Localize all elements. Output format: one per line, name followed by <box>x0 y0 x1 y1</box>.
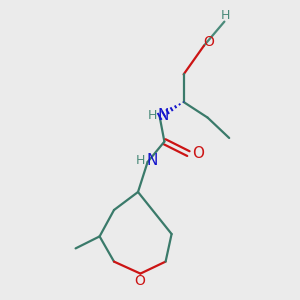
Text: O: O <box>192 146 204 161</box>
Text: O: O <box>134 274 145 288</box>
Text: H: H <box>221 9 230 22</box>
Text: H: H <box>136 154 145 167</box>
Text: N: N <box>158 108 169 123</box>
Text: N: N <box>147 153 158 168</box>
Text: H: H <box>148 109 157 122</box>
Text: O: O <box>203 35 214 49</box>
